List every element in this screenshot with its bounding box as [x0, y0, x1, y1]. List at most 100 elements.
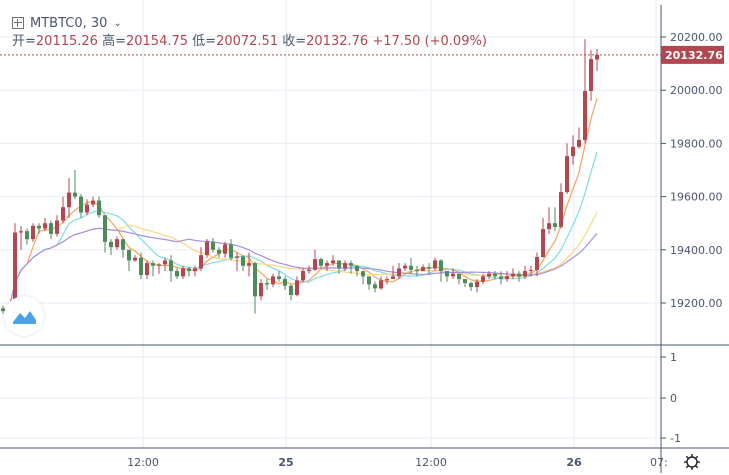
candle-body — [457, 273, 461, 280]
candle-body — [511, 273, 515, 277]
candle-body — [229, 244, 233, 258]
candle-body — [559, 192, 563, 227]
candle-body — [553, 223, 557, 227]
candle-body — [289, 285, 293, 296]
candle-body — [73, 192, 77, 197]
candle-body — [379, 280, 383, 289]
candle-body — [595, 54, 599, 60]
candle-body — [31, 225, 35, 240]
y-tick-label: 19800.00 — [670, 137, 723, 150]
candle-body — [415, 269, 419, 272]
y-tick-label: 20200.00 — [670, 31, 723, 44]
candle-body — [13, 232, 17, 306]
candle-body — [565, 156, 569, 193]
candle-body — [367, 276, 371, 285]
x-tick-label: 07: — [650, 456, 668, 469]
candle-body — [583, 90, 587, 140]
candle-body — [283, 279, 287, 286]
candle-body — [361, 271, 365, 277]
candle-body — [1, 308, 5, 311]
candle-body — [433, 260, 437, 269]
candle-body — [265, 283, 269, 285]
candle-body — [493, 273, 497, 277]
candle-body — [103, 215, 107, 242]
candle-body — [85, 204, 89, 213]
chevron-down-icon[interactable]: ⌄ — [113, 17, 122, 29]
candle-body — [67, 192, 71, 208]
candle-body — [157, 264, 161, 266]
candle-body — [505, 276, 509, 280]
ma-line-ma20 — [2, 212, 598, 312]
candle-body — [475, 281, 479, 288]
high-label: 高= — [102, 34, 126, 49]
candle-body — [469, 283, 473, 288]
candle-body — [97, 200, 101, 216]
gear-icon[interactable] — [683, 453, 701, 471]
candle-body — [529, 270, 533, 272]
candle-body — [445, 271, 449, 277]
candle-body — [151, 263, 155, 266]
candle-body — [205, 241, 209, 256]
candle-body — [409, 265, 413, 270]
candle-body — [337, 260, 341, 269]
symbol-legend: MTBTC0, 30 ⌄ 开=20115.26 高=20154.75 低=200… — [12, 14, 487, 52]
candle-body — [427, 267, 431, 269]
mountain-logo-icon[interactable] — [4, 296, 44, 336]
ma-line-ma10 — [2, 151, 598, 312]
candle-body — [25, 231, 29, 240]
candle-body — [181, 268, 185, 277]
candle-body — [523, 271, 527, 277]
candle-body — [535, 256, 539, 271]
candle-body — [487, 273, 491, 277]
close-value: 20132.76 — [306, 34, 369, 49]
candle-body — [91, 200, 95, 205]
candle-body — [55, 220, 59, 234]
low-value: 20072.51 — [216, 34, 279, 49]
ma-line-ma30 — [2, 227, 598, 312]
candle-body — [79, 196, 83, 213]
indicator-tick-label: 0 — [670, 392, 677, 405]
candle-body — [223, 244, 227, 254]
candle-body — [169, 260, 173, 272]
candle-body — [439, 260, 443, 272]
last-price-badge — [661, 45, 724, 64]
candle-body — [349, 263, 353, 266]
indicator-tick-label: 1 — [670, 351, 677, 364]
y-tick-label: 19400.00 — [670, 244, 723, 257]
x-tick-label: 25 — [278, 456, 293, 469]
plus-square-icon[interactable] — [12, 17, 24, 29]
candle-body — [217, 249, 221, 254]
candle-body — [121, 239, 125, 250]
candle-body — [463, 279, 467, 284]
candle-body — [175, 271, 179, 277]
candle-body — [499, 276, 503, 280]
candle-body — [391, 276, 395, 280]
candle-body — [271, 276, 275, 285]
candle-body — [571, 146, 575, 157]
symbol-name[interactable]: MTBTC0, 30 — [30, 15, 108, 31]
candle-body — [277, 276, 281, 280]
candle-body — [421, 267, 425, 272]
y-tick-label: 20000.00 — [670, 84, 723, 97]
candle-body — [397, 268, 401, 277]
x-tick-label: 26 — [566, 456, 582, 469]
y-tick-label: 19200.00 — [670, 297, 723, 310]
candle-body — [301, 271, 305, 281]
candle-body — [247, 263, 251, 266]
candle-body — [19, 231, 23, 233]
high-value: 20154.75 — [125, 34, 189, 49]
candle-body — [517, 273, 521, 277]
low-label: 低= — [192, 34, 217, 49]
ohlc-readout: 开=20115.26 高=20154.75 低=20072.51 收=20132… — [12, 32, 487, 52]
candle-body — [547, 223, 551, 230]
y-tick-label: 19600.00 — [670, 191, 723, 204]
candle-body — [127, 249, 131, 261]
candle-body — [109, 241, 113, 248]
candle-body — [541, 229, 545, 257]
candle-body — [61, 207, 65, 221]
candle-body — [373, 284, 377, 289]
candle-body — [37, 225, 41, 229]
candle-body — [259, 283, 263, 297]
candle-body — [403, 265, 407, 269]
